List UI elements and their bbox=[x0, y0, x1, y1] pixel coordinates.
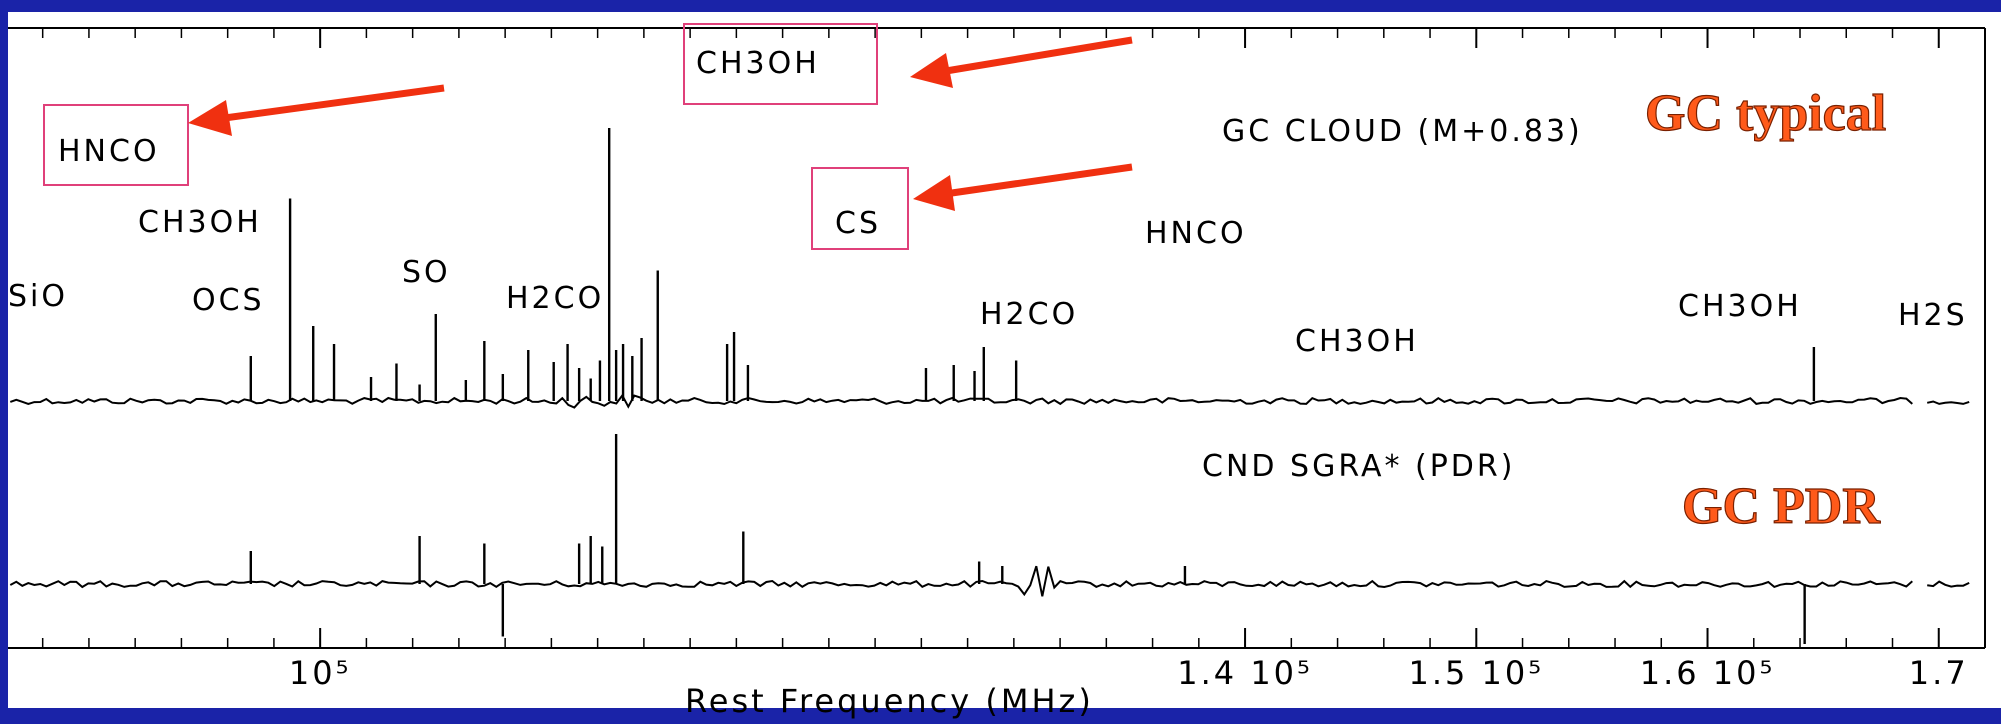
callout-gc-typical: GC typical bbox=[1645, 85, 1886, 142]
line-label-ch3oh-1: CH3OH bbox=[138, 205, 262, 240]
x-axis-label: Rest Frequency (MHz) bbox=[685, 682, 1094, 720]
line-label-h2co-2: H2CO bbox=[980, 297, 1078, 332]
line-label-ch3oh-3: CH3OH bbox=[1678, 289, 1802, 324]
x-tick-label: 1.4 10⁵ bbox=[1177, 654, 1313, 692]
plot-area bbox=[8, 12, 2001, 708]
line-label-hnco-2: HNCO bbox=[1145, 216, 1247, 251]
line-label-ch3oh-boxed: CH3OH bbox=[696, 46, 820, 81]
line-label-hnco-boxed: HNCO bbox=[58, 134, 160, 169]
arrow-to-cs bbox=[913, 163, 1133, 211]
baseline-trace bbox=[9, 565, 1913, 597]
highlight-box-hnco bbox=[43, 104, 189, 186]
x-ticks: 10⁵ 1.4 10⁵ 1.5 10⁵ 1.6 10⁵ 1.7 bbox=[289, 28, 1969, 692]
baseline-trace bbox=[1927, 580, 1970, 588]
x-tick-label: 1.6 10⁵ bbox=[1640, 654, 1776, 692]
highlight-box-ch3oh bbox=[683, 23, 878, 105]
baseline-trace bbox=[9, 393, 1913, 409]
line-label-h2s: H2S bbox=[1898, 298, 1968, 333]
highlight-box-cs bbox=[811, 167, 909, 250]
line-label-cs-boxed: CS bbox=[835, 206, 881, 241]
x-tick-label: 1.7 bbox=[1909, 654, 1969, 692]
line-label-so: SO bbox=[402, 255, 451, 290]
line-label-ocs: OCS bbox=[192, 283, 265, 318]
series-trace bbox=[9, 434, 1970, 644]
line-label-ch3oh-2: CH3OH bbox=[1295, 324, 1419, 359]
baseline-trace bbox=[1926, 400, 1970, 405]
line-label-h2co-1: H2CO bbox=[506, 281, 604, 316]
series-label-gc-cloud: GC CLOUD (M+0.83) bbox=[1222, 114, 1583, 149]
x-tick-label: 10⁵ bbox=[289, 654, 352, 692]
line-label-sio: SiO bbox=[8, 279, 68, 314]
series-trace bbox=[9, 128, 1970, 409]
arrow-to-hnco bbox=[188, 84, 445, 136]
arrow-to-ch3oh bbox=[910, 36, 1133, 88]
x-tick-label: 1.5 10⁵ bbox=[1408, 654, 1544, 692]
series-label-cnd: CND SGRA* (PDR) bbox=[1202, 449, 1515, 484]
traces bbox=[9, 128, 1970, 644]
callout-gc-pdr: GC PDR bbox=[1682, 478, 1881, 535]
minor-ticks bbox=[41, 28, 1986, 648]
